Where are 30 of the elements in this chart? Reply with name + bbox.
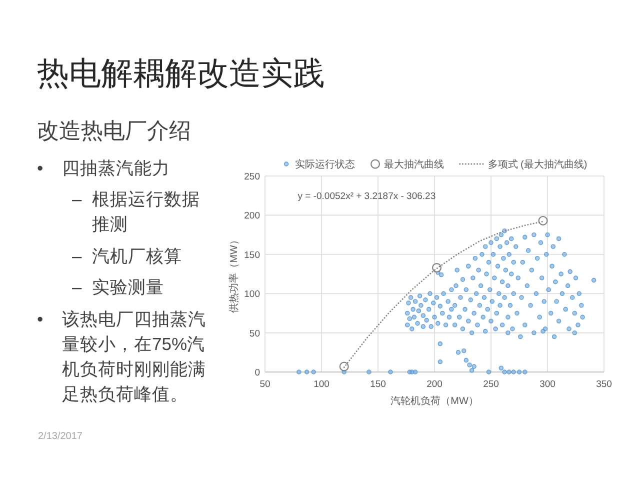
x-axis-title: 汽轮机负荷（MW） (390, 395, 478, 407)
legend-label: 实际运行状态 (294, 158, 355, 170)
chart-title: 热电解耦解改造实践 (37, 55, 325, 91)
point (432, 262, 442, 272)
annotation: y = -0.0052x² + 3.2187x - 306.23 (298, 191, 436, 202)
legend-label: 多项式 (最大抽汽曲线) (488, 158, 588, 170)
x-tick-label: 200 (426, 379, 442, 390)
y-axis-title: 供热功率（MW） (228, 235, 240, 313)
y-tick-label: 0 (254, 368, 260, 378)
text: • 四抽蒸汽能力 (37, 156, 170, 180)
text: – 汽机厂核算 (72, 244, 182, 268)
y-tick-label: 150 (244, 250, 260, 261)
text: 2/13/2017 (38, 431, 82, 443)
text: • 该热电厂四抽蒸汽量较小，在75%汽机负荷时刚刚能满足热负荷峰值。 (37, 308, 206, 404)
x-tick-label: 150 (370, 379, 386, 390)
point (538, 216, 548, 226)
text: – 实验测量 (72, 276, 164, 299)
x-tick-label: 300 (540, 379, 556, 390)
y-tick-label: 250 (244, 172, 260, 182)
x-tick-label: 350 (596, 379, 612, 390)
y-tick-label: 200 (244, 210, 260, 222)
x-tick-label: 250 (483, 379, 499, 390)
y-tick-label: 100 (244, 289, 260, 300)
chart-subtitle: 改造热电厂介绍 (37, 117, 191, 145)
x-tick-label: 100 (314, 379, 330, 390)
y-tick-label: 50 (249, 328, 260, 340)
text: – 根据运行数据推测 (72, 188, 200, 234)
x-tick-label: 50 (260, 379, 270, 390)
point (339, 362, 349, 372)
legend-label: 最大抽汽曲线 (384, 158, 444, 170)
